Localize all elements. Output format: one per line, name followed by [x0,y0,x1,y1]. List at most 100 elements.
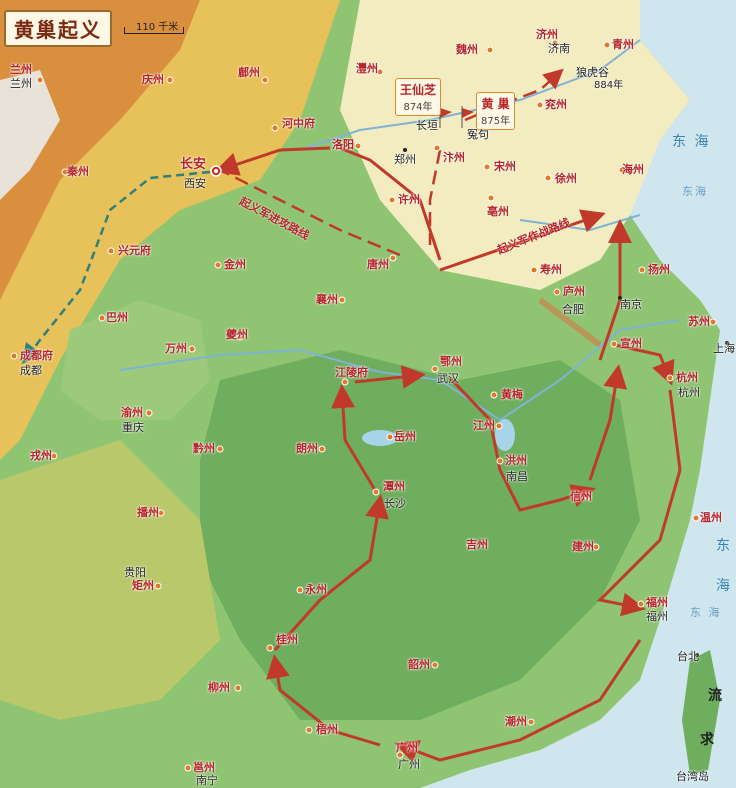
place-qingzhou: 庆州 [142,73,164,86]
scale-line [124,27,184,34]
map-title-text: 黄巢起义 [14,18,102,42]
place-bazhou: 巴州 [106,311,128,324]
modern-langhugu: 狼虎谷 [576,66,609,79]
place-huangmei: 黄梅 [501,388,523,401]
place-haizhou: 海州 [622,163,644,176]
place-shouzhou: 寿州 [540,263,562,276]
modern-nanning: 南宁 [196,774,218,787]
modern-taibei: 台北 [677,650,699,663]
modern-fuzhou: 福州 [646,610,668,623]
strait-label-qiu: 求 [700,732,716,748]
modern-jinan: 济南 [548,42,570,55]
modern-chongqing: 重庆 [122,421,144,434]
modern-guiyang: 贵阳 [124,566,146,579]
place-yuzhou: 渝州 [121,406,143,419]
modern-nanjing: 南京 [620,298,642,311]
modern-changsha: 长沙 [384,497,406,510]
leader-huang-chao: 黄 巢 875年 [476,92,516,130]
place-tanzhou: 潭州 [383,480,405,493]
modern-langhugu-year: 884年 [594,80,624,91]
place-qianzhou: 黔州 [193,442,215,455]
place-fuzhou: 福州 [646,596,668,609]
place-hangzhou: 杭州 [676,371,698,384]
modern-shanghai: 上海 [713,342,735,355]
place-juzhou: 矩州 [132,579,154,592]
map-title: 黄巢起义 [4,10,112,47]
sea-label-east-south: 东 海 [690,606,722,619]
place-kuizhou: 夔州 [226,328,248,341]
place-xuzhou2: 许州 [398,193,420,206]
place-jianglingfu: 江陵府 [335,366,368,379]
place-xiangzhou: 襄州 [316,293,338,306]
place-jizhou: 济州 [536,28,558,41]
sea-label-dong: 东 [716,538,732,554]
place-wanzhou: 万州 [165,342,187,355]
place-wuzhou: 梧州 [316,723,338,736]
sea-label-hai: 海 [716,578,732,594]
place-qinzhou: 秦州 [67,165,89,178]
modern-taiwan: 台湾岛 [676,770,709,783]
place-suzhou: 苏州 [688,315,710,328]
leader-year: 874年 [403,102,433,113]
place-hezhongfu: 河中府 [282,117,315,130]
modern-wuhan: 武汉 [437,372,459,385]
modern-changyuan: 长垣 [416,119,438,132]
place-qingzhou2: 青州 [612,38,634,51]
place-wenzhou: 温州 [700,511,722,524]
modern-xian: 西安 [184,177,206,190]
place-luzhou: 庐州 [563,285,585,298]
modern-guangzhou: 广州 [398,758,420,771]
place-chengdufu: 成都府 [20,349,53,362]
place-bozhou2: 播州 [137,506,159,519]
place-guizhou: 桂州 [276,633,298,646]
modern-chengdu: 成都 [20,364,42,377]
leader-name: 黄 巢 [481,97,510,111]
place-liuzhou: 柳州 [208,681,230,694]
place-jinzhou: 金州 [224,258,246,271]
place-yanzhou: 兖州 [545,98,567,111]
place-lanzhou: 兰州 [10,63,32,76]
place-jiangzhou: 江州 [473,419,495,432]
place-xuanzhou: 宣州 [620,337,642,350]
place-bozhou: 亳州 [487,205,509,218]
place-guangzhou: 广州 [396,741,418,754]
place-rongzhou: 戎州 [30,449,52,462]
modern-hefei: 合肥 [562,303,584,316]
place-changan: 长安 [180,157,207,172]
place-ezhou: 鄂州 [440,355,462,368]
sea-label-east: 东 海 [672,134,711,150]
place-jianzhou: 建州 [572,540,594,553]
place-yongzhou: 永州 [305,583,327,596]
place-songzhou: 宋州 [494,160,516,173]
modern-yuanju: 冤句 [467,128,489,141]
place-hongzhou: 洪州 [505,454,527,467]
leader-name: 王仙芝 [400,83,437,97]
place-luoyang: 洛阳 [332,138,354,151]
scale-bar: 110 千米 [124,20,184,34]
place-fuzhou-n: 鄜州 [238,66,260,79]
leader-year: 875年 [481,116,511,127]
place-xuzhou: 徐州 [555,172,577,185]
modern-lanzhou: 兰州 [10,77,32,90]
place-xingyuanfu: 兴元府 [118,244,151,257]
scale-label: 110 千米 [136,22,179,33]
place-bianzhou: 汴州 [443,151,465,164]
modern-zhengzhou: 郑州 [394,153,416,166]
modern-hangzhou: 杭州 [678,386,700,399]
place-chaozhou: 潮州 [505,715,527,728]
place-langzhou: 朗州 [296,442,318,455]
place-yangzhou: 扬州 [648,263,670,276]
sea-label-east-small: 东海 [682,185,708,198]
place-jizhou2: 吉州 [466,538,488,551]
strait-label-liu: 流 [708,688,724,704]
place-yongzhou2: 邕州 [193,761,215,774]
modern-nanchang: 南昌 [506,470,528,483]
place-shaozhou: 韶州 [408,658,430,671]
place-tangzhou: 唐州 [367,258,389,271]
place-yuezhou: 岳州 [394,430,416,443]
leader-wang-xianzhi: 王仙芝 874年 [395,78,442,116]
place-weizhou: 魏州 [456,43,478,56]
place-xinzhou: 信州 [570,490,592,503]
